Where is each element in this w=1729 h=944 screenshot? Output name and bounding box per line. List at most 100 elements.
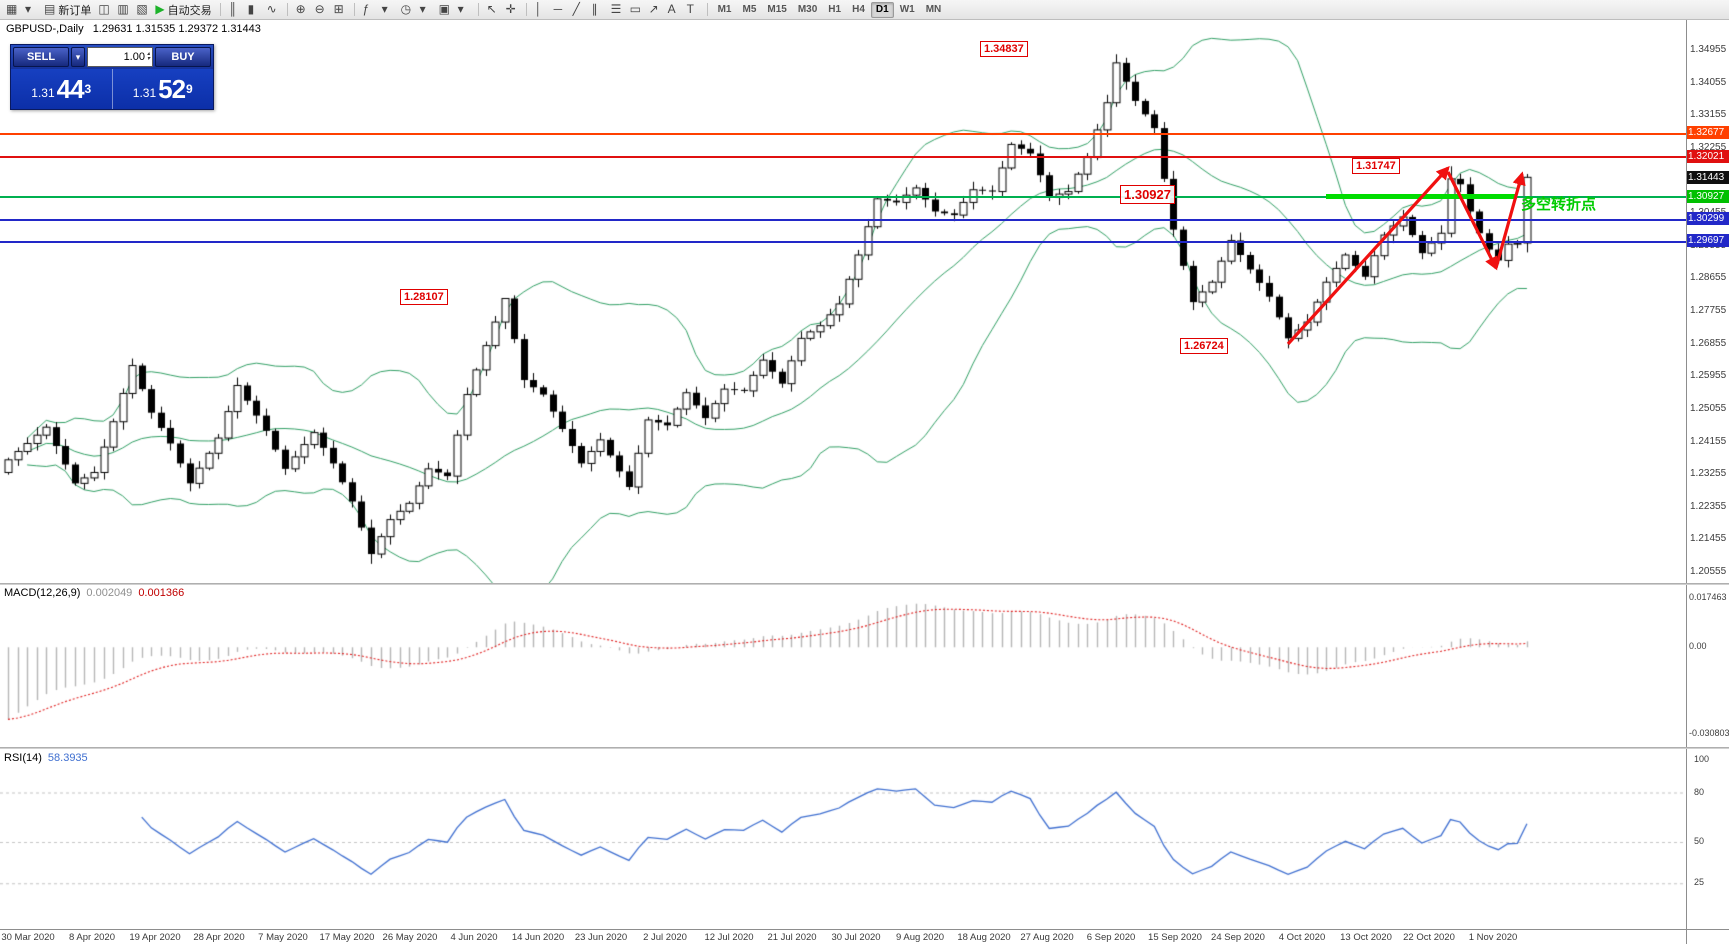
zoom-in-icon[interactable]: ⊕ [293, 1, 311, 18]
sell-price-button[interactable]: 1.31 44 3 [11, 69, 112, 109]
price-annotation-label[interactable]: 1.34837 [980, 41, 1028, 57]
rsi-panel-canvas[interactable] [0, 749, 1686, 929]
timeframe-m1[interactable]: M1 [713, 2, 737, 18]
cursor-icon[interactable]: ↖ [484, 1, 502, 18]
candlestick-chart-icon[interactable]: ▮ [245, 1, 263, 18]
turning-point-annotation[interactable]: 多空转折点 [1521, 196, 1597, 213]
date-axis-label: 1 Nov 2020 [1468, 932, 1518, 943]
price-chart-canvas[interactable] [0, 18, 1686, 583]
order-options-dropdown-icon[interactable]: ▾ [71, 47, 85, 67]
periods-dropdown-icon: ▾ [419, 2, 426, 16]
line-chart-icon[interactable]: ∿ [264, 1, 282, 18]
templates-dropdown-icon[interactable]: ▾ [455, 1, 473, 18]
macd-signal-value: 0.001366 [138, 587, 185, 599]
new-chart-dropdown-icon[interactable]: ▾ [22, 1, 40, 18]
new-order-button: ▤ [44, 2, 56, 16]
buy-price-pips: 52 [158, 73, 186, 104]
timeframe-h1[interactable]: H1 [823, 2, 846, 18]
timeframe-d1[interactable]: D1 [870, 1, 894, 18]
date-axis-label: 15 Sep 2020 [1148, 932, 1202, 943]
indicators-dropdown-icon[interactable]: ▾ [379, 1, 397, 18]
periods-icon[interactable]: ◷ [398, 1, 416, 18]
panel-separator[interactable] [0, 747, 1729, 749]
price-axis-label: 1.34955 [1690, 44, 1727, 55]
date-axis-label: 7 May 2020 [258, 932, 308, 943]
sell-button[interactable]: SELL [13, 47, 69, 67]
time-axis-line [0, 929, 1729, 930]
buy-price-button[interactable]: 1.31 52 9 [113, 69, 214, 109]
horizontal-level-line[interactable] [0, 133, 1686, 135]
data-window-icon: ▥ [117, 2, 129, 16]
macd-panel-canvas[interactable] [0, 585, 1686, 747]
volume-spinner[interactable]: ▴ ▾ [146, 51, 150, 62]
market-watch-icon[interactable]: ◫ [95, 1, 113, 18]
price-axis-label: 1.32255 [1690, 142, 1727, 153]
data-window-icon[interactable]: ▥ [114, 1, 132, 18]
rsi-name: RSI(14) [4, 752, 42, 764]
price-axis-tag: 1.30927 [1687, 190, 1729, 203]
tile-windows-icon[interactable]: ⊞ [331, 1, 349, 18]
date-axis-label: 27 Aug 2020 [1020, 932, 1074, 943]
rsi-label: RSI(14) 58.3935 [4, 752, 88, 764]
indicators-icon: ƒ [362, 2, 370, 16]
date-axis-label: 22 Oct 2020 [1403, 932, 1455, 943]
date-axis-label: 2 Jul 2020 [643, 932, 687, 943]
horizontal-level-line[interactable] [0, 156, 1686, 158]
periods-dropdown-icon[interactable]: ▾ [417, 1, 435, 18]
price-axis-label: 1.23255 [1690, 468, 1727, 479]
arrows-tool-icon: ↗ [648, 2, 659, 16]
new-order-button-label: 新订单 [58, 4, 92, 17]
auto-trading-button[interactable]: ▶ 自动交易 [152, 1, 214, 18]
market-watch-icon: ◫ [98, 2, 110, 16]
horizontal-line-icon[interactable]: ─ [551, 1, 569, 18]
timeframe-m30[interactable]: M30 [793, 2, 822, 18]
buy-button[interactable]: BUY [155, 47, 211, 67]
price-annotation-label[interactable]: 1.26724 [1180, 338, 1228, 354]
arrows-tool-icon[interactable]: ↗ [646, 1, 664, 18]
timeframe-mn[interactable]: MN [921, 2, 947, 18]
navigator-icon[interactable]: ▧ [133, 1, 151, 18]
volume-input[interactable]: 1.00 ▴ ▾ [87, 47, 153, 67]
fibonacci-icon: ☰ [610, 2, 622, 16]
vertical-line-icon[interactable]: │ [532, 1, 550, 18]
spin-up-icon[interactable]: ▴ [146, 51, 150, 57]
chart-title: GBPUSD-,Daily 1.29631 1.31535 1.29372 1.… [6, 23, 261, 35]
fibonacci-icon[interactable]: ☰ [608, 1, 626, 18]
new-order-button[interactable]: ▤ 新订单 [41, 1, 94, 18]
price-annotation-label[interactable]: 1.30927 [1120, 185, 1175, 204]
bar-chart-icon[interactable]: ║ [226, 1, 244, 18]
timeframe-m15[interactable]: M15 [762, 2, 791, 18]
horizontal-level-line[interactable] [0, 241, 1686, 243]
templates-icon[interactable]: ▣ [436, 1, 454, 18]
price-axis-label: 1.27755 [1690, 305, 1727, 316]
timeframe-w1[interactable]: W1 [895, 2, 920, 18]
sell-price-pips: 44 [56, 73, 85, 104]
horizontal-level-line[interactable] [0, 219, 1686, 221]
text-tool-icon[interactable]: A [665, 1, 683, 18]
label-tool-icon[interactable]: T [684, 1, 702, 18]
shapes-icon[interactable]: ▭ [627, 1, 645, 18]
spin-down-icon[interactable]: ▾ [146, 56, 150, 62]
price-annotation-label[interactable]: 1.28107 [400, 289, 448, 305]
trendline-icon[interactable]: ╱ [570, 1, 588, 18]
date-axis-label: 23 Jun 2020 [574, 932, 628, 943]
new-chart-icon[interactable]: ▦ [3, 1, 21, 18]
indicators-icon[interactable]: ƒ [360, 1, 378, 18]
support-zone-line[interactable] [1326, 194, 1517, 199]
price-annotation-label[interactable]: 1.31747 [1352, 158, 1400, 174]
label-tool-icon: T [686, 2, 694, 16]
channel-icon[interactable]: ∥ [589, 1, 607, 18]
crosshair-icon[interactable]: ✛ [503, 1, 521, 18]
candlestick-chart-icon: ▮ [247, 2, 255, 16]
price-axis-tag: 1.29697 [1687, 234, 1729, 247]
buy-price-whole: 1.31 [132, 86, 157, 100]
one-click-trading-panel: SELL ▾ 1.00 ▴ ▾ BUY 1.31 44 3 1.31 52 9 [10, 44, 214, 110]
timeframe-m5[interactable]: M5 [737, 2, 761, 18]
macd-name: MACD(12,26,9) [4, 587, 81, 599]
horizontal-level-line[interactable] [0, 196, 1686, 198]
zoom-out-icon[interactable]: ⊖ [312, 1, 330, 18]
bar-chart-icon: ║ [228, 2, 238, 16]
panel-separator[interactable] [0, 583, 1729, 585]
trendline-icon: ╱ [572, 2, 580, 16]
timeframe-h4[interactable]: H4 [847, 2, 870, 18]
